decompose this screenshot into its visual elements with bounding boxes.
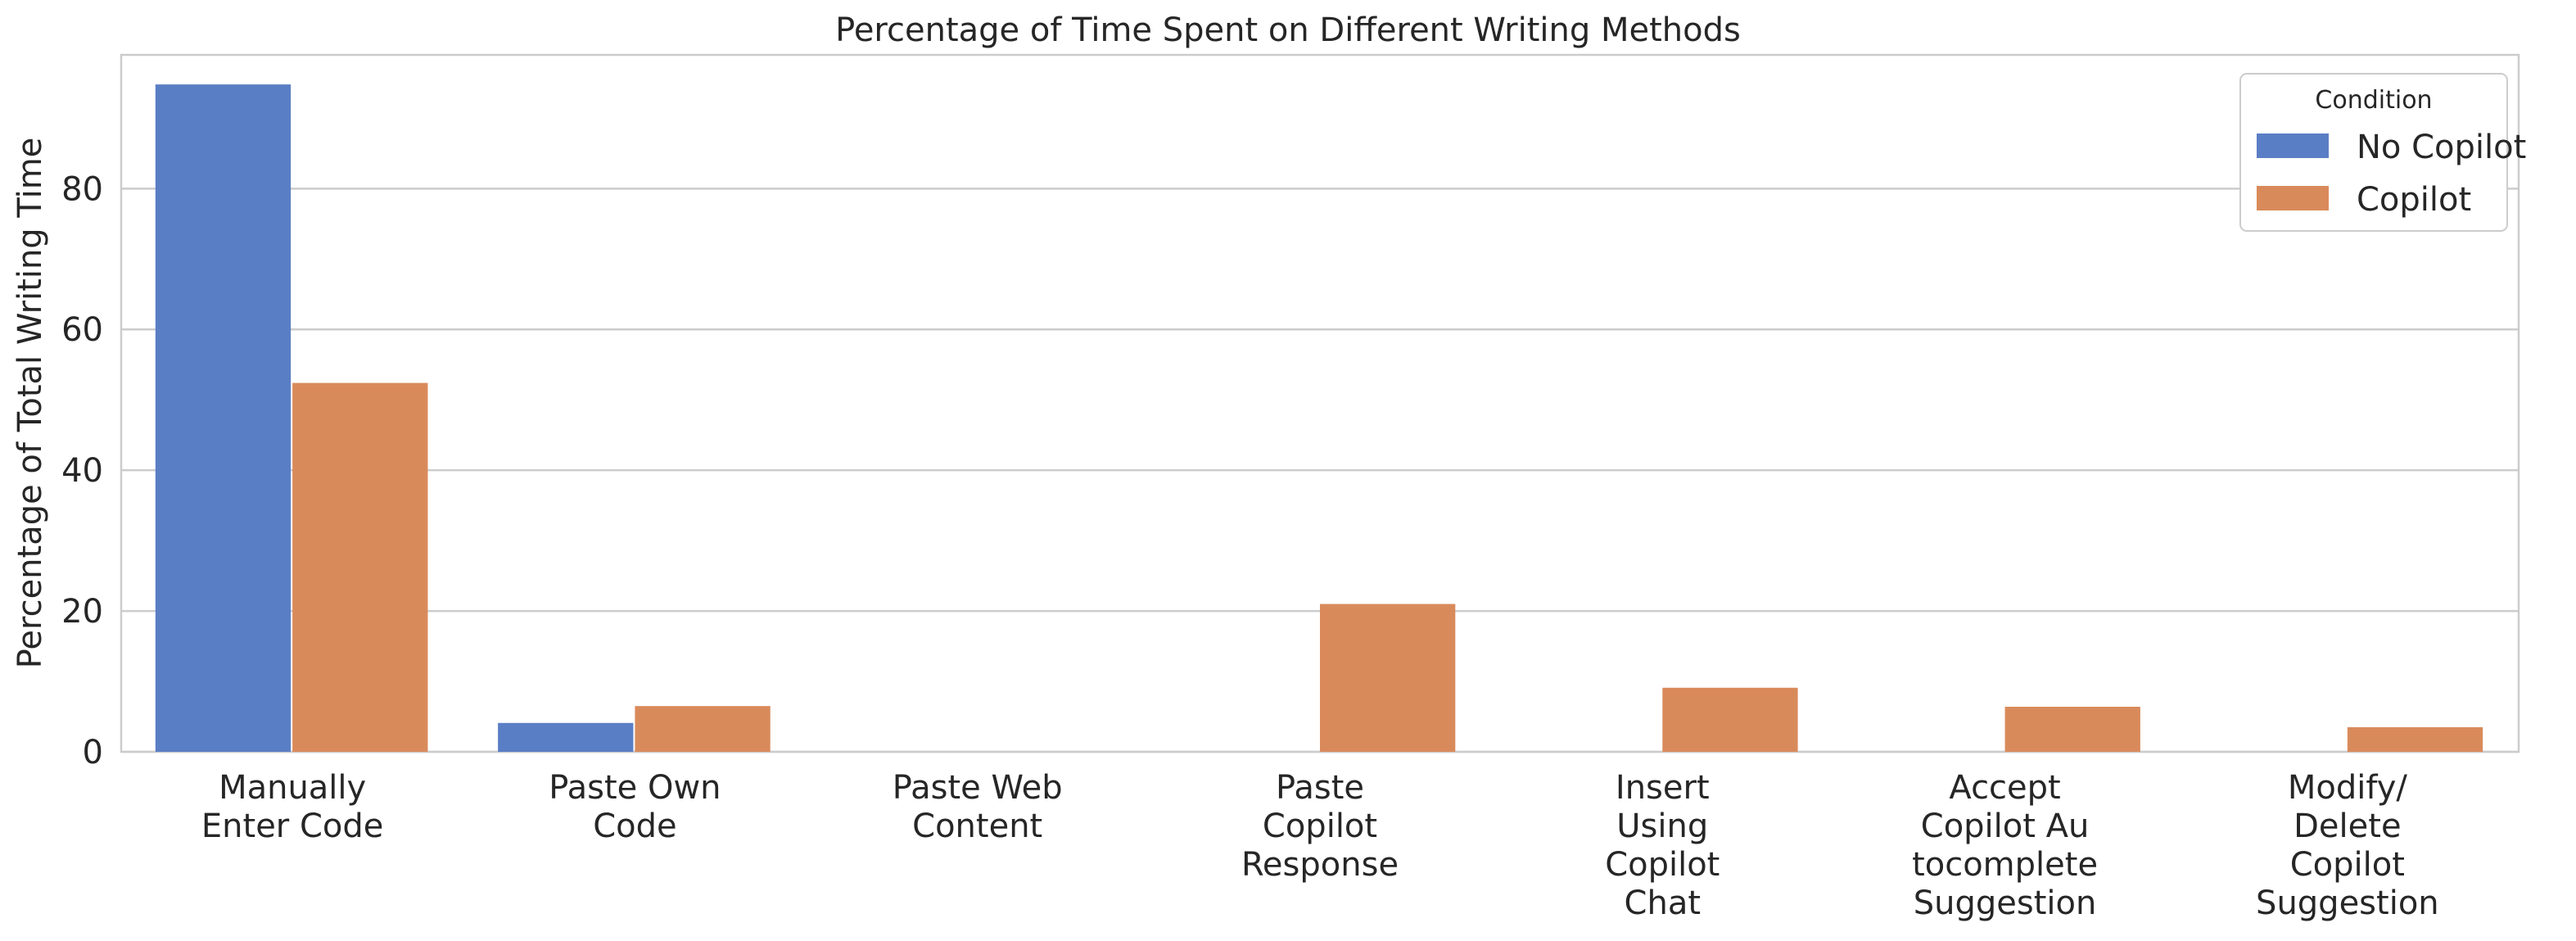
y-tick-label-40: 40 [61, 452, 103, 490]
bar-copilot-1 [635, 706, 771, 752]
bars [155, 84, 2483, 752]
y-tick-label-0: 0 [83, 734, 103, 771]
x-tick-label-1: Paste Own Code [549, 769, 721, 845]
bar-no-copilot-0 [155, 84, 291, 752]
bar-copilot-6 [2347, 726, 2483, 752]
x-tick-label-4: Insert Using Copilot Chat [1605, 769, 1720, 922]
legend: Condition No Copilot Copilot [2239, 73, 2526, 232]
y-tick-label-80: 80 [61, 170, 103, 208]
x-tick-label-5: Accept Copilot Au tocomplete Suggestion [1912, 769, 2098, 922]
y-tick-label-20: 20 [61, 593, 103, 631]
legend-swatch-no-copilot [2257, 133, 2329, 158]
y-axis-label: Percentage of Total Writing Time [11, 138, 49, 669]
x-tick-label-3: Paste Copilot Response [1241, 769, 1399, 884]
y-ticks: 0 20 40 60 80 [61, 170, 103, 771]
bar-copilot-5 [2004, 706, 2140, 752]
x-tick-label-0: Manually Enter Code [201, 769, 383, 845]
bar-copilot-3 [1320, 604, 1456, 752]
chart-title: Percentage of Time Spent on Different Wr… [835, 11, 1741, 49]
y-tick-label-60: 60 [61, 311, 103, 349]
x-ticks: Manually Enter Code Paste Own Code Paste Web… [201, 769, 2439, 922]
legend-label-no-copilot: No Copilot [2357, 129, 2526, 166]
bar-no-copilot-1 [498, 722, 634, 752]
x-tick-label-6: Modify/Delete Copilot Suggestion [2256, 769, 2439, 922]
legend-swatch-copilot [2257, 186, 2329, 210]
x-tick-label-2: Paste Web Content [893, 769, 1063, 845]
legend-title: Condition [2315, 86, 2432, 115]
legend-label-copilot: Copilot [2357, 181, 2471, 219]
bar-copilot-0 [292, 382, 428, 752]
bar-copilot-4 [1662, 687, 1798, 752]
